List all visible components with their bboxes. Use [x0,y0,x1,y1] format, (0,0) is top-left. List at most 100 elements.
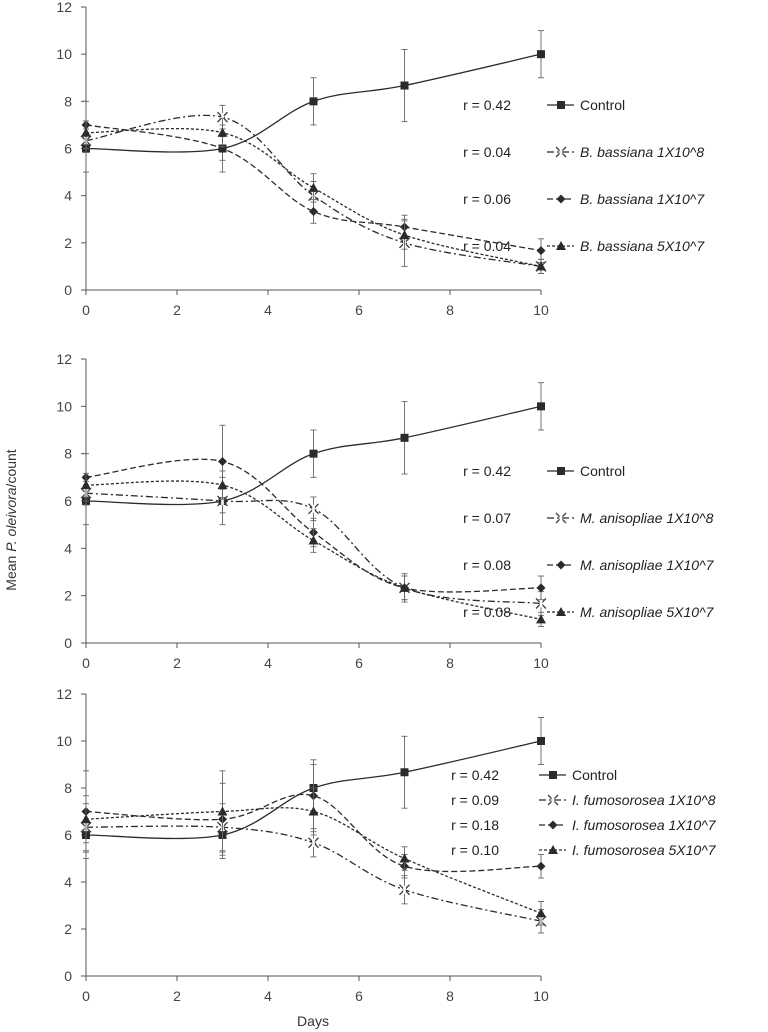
x-tick-label: 8 [446,988,454,1004]
data-point [536,908,546,918]
data-point [308,535,319,545]
legend-item: r = 0.42 Control [451,767,617,783]
y-tick-label: 10 [56,398,72,414]
legend-label: B. bassiana 1X10^7 [580,191,705,207]
data-point [81,814,91,824]
legend-label: B. bassiana 5X10^7 [580,238,705,254]
chart-panel-3: 0 2 4 6 8 10 12 0 2 4 6 8 10 r = 0.42 Control r = 0.09 I… [56,686,716,1004]
legend-item: r = 0.10 I. fumosorosea 5X10^7 [451,842,717,858]
legend-3: r = 0.42 Control r = 0.09 I. fumosorosea 1X… [451,767,717,858]
correlation-label: r = 0.08 [463,557,511,573]
legend-item: r = 0.04 B. bassiana 5X10^7 [463,238,705,254]
legend-item: r = 0.08 M. anisopliae 1X10^7 [463,557,715,573]
correlation-label: r = 0.42 [463,97,511,113]
panels: 0 2 4 6 8 10 12 0 2 4 6 8 10 r = 0.42 Control r = 0.04 B… [56,0,716,1004]
y-tick-label: 8 [64,446,72,462]
data-point [535,597,547,609]
data-point [537,737,545,745]
y-tick-label: 6 [64,827,72,843]
x-tick-label: 2 [173,655,181,671]
y-tick-label: 2 [64,235,72,251]
y-tick-label: 4 [64,188,72,204]
x-tick-label: 10 [533,988,549,1004]
series-4 [81,118,546,274]
legend-marker [555,146,567,158]
y-tick-label: 4 [64,540,72,556]
data-point [399,853,410,863]
data-point [309,97,318,106]
x-tick-label: 10 [533,655,549,671]
y-tick-label: 6 [64,493,72,509]
legend-label: Control [580,97,625,113]
data-point [217,480,228,490]
legend-label: I. fumosorosea 1X10^7 [572,817,717,833]
x-tick-label: 0 [82,988,90,1004]
legend-item: r = 0.09 I. fumosorosea 1X10^8 [451,792,716,808]
legend-item: r = 0.07 M. anisopliae 1X10^8 [463,510,714,526]
legend-item: r = 0.18 I. fumosorosea 1X10^7 [451,817,717,833]
correlation-label: r = 0.09 [451,792,499,808]
series-line [85,793,542,873]
chart-panel-2: 0 2 4 6 8 10 12 0 2 4 6 8 10 r = 0.42 Control r = 0.07 M… [56,351,714,671]
data-point [308,837,319,849]
series-line [85,807,542,914]
correlation-label: r = 0.04 [463,238,511,254]
correlation-label: r = 0.18 [451,817,499,833]
data-point [537,402,545,411]
legend-item: r = 0.08 M. anisopliae 5X10^7 [463,604,715,620]
y-tick-label: 10 [56,46,72,62]
legend-item: r = 0.42 Control [463,463,625,479]
x-tick-label: 8 [446,302,454,318]
legend-marker [547,794,559,806]
x-tick-label: 0 [82,655,90,671]
data-point [217,806,228,816]
data-point [309,206,318,216]
legend-marker [556,560,566,570]
legend-marker [548,820,558,830]
data-point [536,246,546,256]
legend-marker [557,101,565,109]
data-point [399,230,410,240]
x-tick-label: 4 [264,302,272,318]
legend-2: r = 0.42 Control r = 0.07 M. anisopliae 1X1… [463,463,715,620]
legend-item: r = 0.06 B. bassiana 1X10^7 [463,191,705,207]
series-4 [81,470,546,627]
data-point [537,50,545,59]
legend-marker [555,512,567,524]
legend-label: M. anisopliae 1X10^7 [580,557,715,573]
legend-marker [556,241,566,250]
correlation-label: r = 0.07 [463,510,511,526]
y-tick-label: 8 [64,780,72,796]
legend-marker [557,467,565,475]
data-point [81,480,91,490]
data-point [218,456,227,466]
y-tick-label: 0 [64,968,72,984]
correlation-label: r = 0.42 [451,767,499,783]
series-4 [81,770,546,926]
legend-label: M. anisopliae 5X10^7 [580,604,715,620]
series-line [85,124,542,252]
legend-marker [556,607,566,616]
x-tick-label: 6 [355,655,363,671]
data-point [400,81,409,90]
y-tick-label: 12 [56,686,72,702]
legend-label: I. fumosorosea 5X10^7 [572,842,717,858]
chart-panel-1: 0 2 4 6 8 10 12 0 2 4 6 8 10 r = 0.42 Control r = 0.04 B… [56,0,705,318]
correlation-label: r = 0.04 [463,144,511,160]
data-point [536,861,546,871]
legend-marker [556,194,566,204]
x-tick-label: 2 [173,302,181,318]
y-tick-label: 0 [64,282,72,298]
y-tick-label: 10 [56,733,72,749]
data-point [400,768,409,777]
data-point [81,127,91,137]
y-tick-label: 0 [64,635,72,651]
data-point [309,449,318,458]
data-point [217,127,228,137]
legend-label: B. bassiana 1X10^8 [580,144,704,160]
legend-label: Control [580,463,625,479]
data-point [308,503,319,515]
y-tick-label: 12 [56,351,72,367]
series-line [85,127,542,268]
